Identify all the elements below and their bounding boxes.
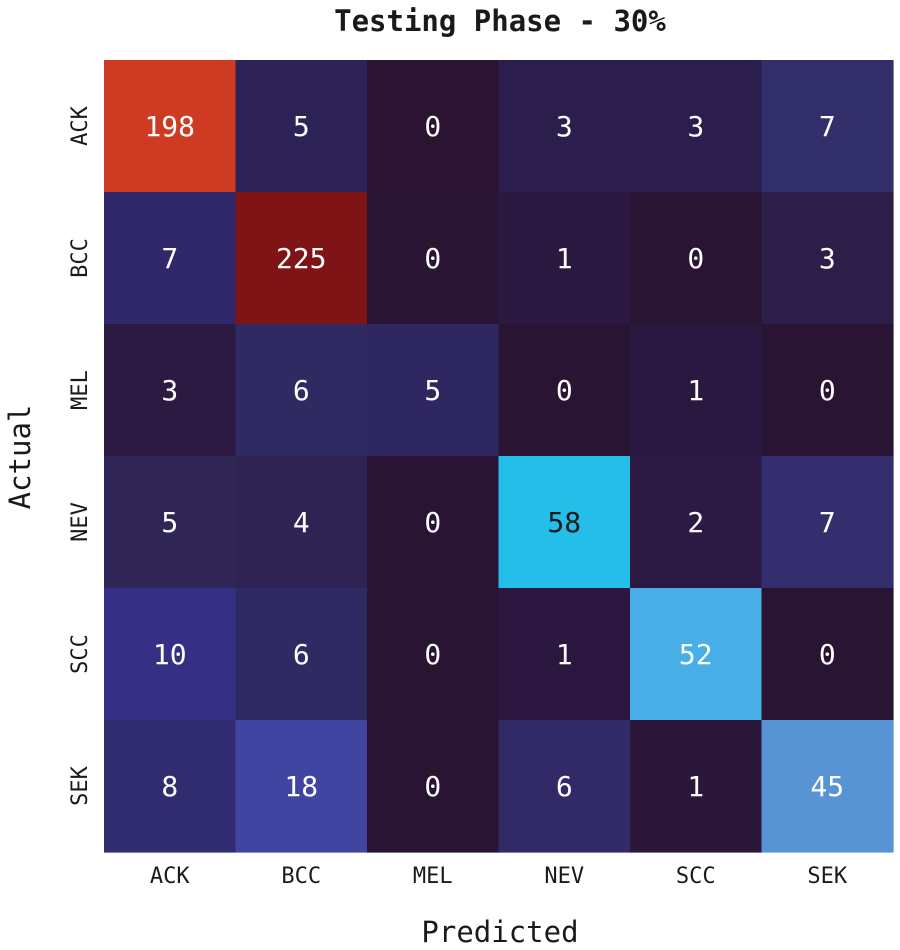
heatmap-cell-sek-bcc [235, 720, 368, 853]
heatmap-cell-nev-mel [367, 456, 500, 589]
cell-value-label: 0 [556, 374, 573, 407]
y-tick-label-sek: SEK [68, 765, 93, 805]
cell-value-label: 7 [819, 506, 836, 539]
x-axis-title: Predicted [421, 915, 578, 949]
heatmap-cell-mel-scc [630, 324, 763, 457]
heatmap-cell-bcc-mel [367, 192, 500, 325]
cell-value-label: 0 [424, 110, 441, 143]
heatmap-cell-ack-ack [104, 60, 237, 193]
y-axis-title: Actual [3, 405, 37, 510]
y-tick-labels: ACK BCC MEL NEV SCC SEK [68, 105, 93, 805]
cell-value-label: 0 [424, 770, 441, 803]
heatmap-cell-bcc-bcc [235, 192, 368, 325]
heatmap-cell-ack-mel [367, 60, 500, 193]
cell-value-label: 3 [556, 110, 573, 143]
heatmap-cell-nev-scc [630, 456, 763, 589]
y-tick-label-mel: MEL [68, 370, 93, 410]
cell-value-label: 1 [556, 638, 573, 671]
heatmap-cell-sek-nev [498, 720, 631, 853]
heatmap-cell-bcc-sek [761, 192, 894, 325]
heatmap-cell-ack-sek [761, 60, 894, 193]
heatmap-cell-mel-ack [104, 324, 237, 457]
cell-value-label: 8 [161, 770, 178, 803]
heatmap-cell-sek-ack [104, 720, 237, 853]
cell-value-label: 58 [547, 506, 581, 539]
cell-value-label: 5 [161, 506, 178, 539]
heatmap-cell-scc-scc [630, 588, 763, 721]
cell-value-label: 3 [819, 242, 836, 275]
heatmap-cell-nev-ack [104, 456, 237, 589]
cell-value-label: 3 [161, 374, 178, 407]
cell-value-label: 7 [161, 242, 178, 275]
heatmap-cell-ack-bcc [235, 60, 368, 193]
heatmap-cell-sek-sek [761, 720, 894, 853]
heatmap-cell-mel-nev [498, 324, 631, 457]
heatmap-cell-sek-scc [630, 720, 763, 853]
cell-value-label: 0 [424, 506, 441, 539]
heatmap-cell-mel-sek [761, 324, 894, 457]
heatmap-cells: 198 5 0 3 3 77 225 0 1 0 33 6 5 0 1 05 4 0 58 2 710 6 0 1 52 08 18… [104, 60, 894, 853]
cell-value-label: 1 [687, 770, 704, 803]
cell-value-label: 225 [276, 242, 327, 275]
cell-value-label: 1 [687, 374, 704, 407]
cell-value-label: 18 [284, 770, 318, 803]
heatmap-cell-nev-sek [761, 456, 894, 589]
y-tick-label-scc: SCC [68, 634, 93, 674]
y-tick-label-nev: NEV [68, 502, 93, 542]
cell-value-label: 6 [556, 770, 573, 803]
heatmap-cell-bcc-ack [104, 192, 237, 325]
heatmap-cell-scc-mel [367, 588, 500, 721]
y-tick-label-ack: ACK [68, 105, 93, 145]
heatmap-cell-scc-nev [498, 588, 631, 721]
heatmap-cell-mel-mel [367, 324, 500, 457]
x-tick-label-scc: SCC [676, 864, 716, 889]
cell-value-label: 10 [153, 638, 187, 671]
cell-value-label: 6 [293, 374, 310, 407]
chart-title: Testing Phase - 30% [334, 4, 666, 38]
heatmap-cell-nev-bcc [235, 456, 368, 589]
heatmap-cell-sek-mel [367, 720, 500, 853]
x-tick-label-nev: NEV [544, 864, 584, 889]
x-tick-labels: ACK BCC MEL NEV SCC SEK [150, 864, 848, 889]
cell-value-label: 198 [144, 110, 195, 143]
cell-value-label: 0 [687, 242, 704, 275]
cell-value-label: 4 [293, 506, 310, 539]
cell-value-label: 5 [424, 374, 441, 407]
cell-value-label: 0 [424, 242, 441, 275]
cell-value-label: 0 [819, 638, 836, 671]
cell-value-label: 0 [819, 374, 836, 407]
x-tick-label-sek: SEK [807, 864, 847, 889]
cell-value-label: 52 [679, 638, 713, 671]
heatmap-cell-bcc-scc [630, 192, 763, 325]
heatmap-cell-scc-ack [104, 588, 237, 721]
cell-value-label: 3 [687, 110, 704, 143]
y-tick-label-bcc: BCC [68, 238, 93, 278]
cell-value-label: 7 [819, 110, 836, 143]
heatmap-cell-scc-sek [761, 588, 894, 721]
heatmap-cell-bcc-nev [498, 192, 631, 325]
heatmap-cell-ack-scc [630, 60, 763, 193]
cell-value-label: 5 [293, 110, 310, 143]
cell-value-label: 1 [556, 242, 573, 275]
cell-value-label: 45 [810, 770, 844, 803]
x-tick-label-ack: ACK [150, 864, 190, 889]
heatmap-cell-scc-bcc [235, 588, 368, 721]
heatmap-cell-mel-bcc [235, 324, 368, 457]
cell-value-label: 0 [424, 638, 441, 671]
x-tick-label-mel: MEL [413, 864, 453, 889]
heatmap-cell-ack-nev [498, 60, 631, 193]
x-tick-label-bcc: BCC [281, 864, 321, 889]
cell-value-label: 6 [293, 638, 310, 671]
heatmap-cell-nev-nev [498, 456, 631, 589]
cell-value-label: 2 [687, 506, 704, 539]
